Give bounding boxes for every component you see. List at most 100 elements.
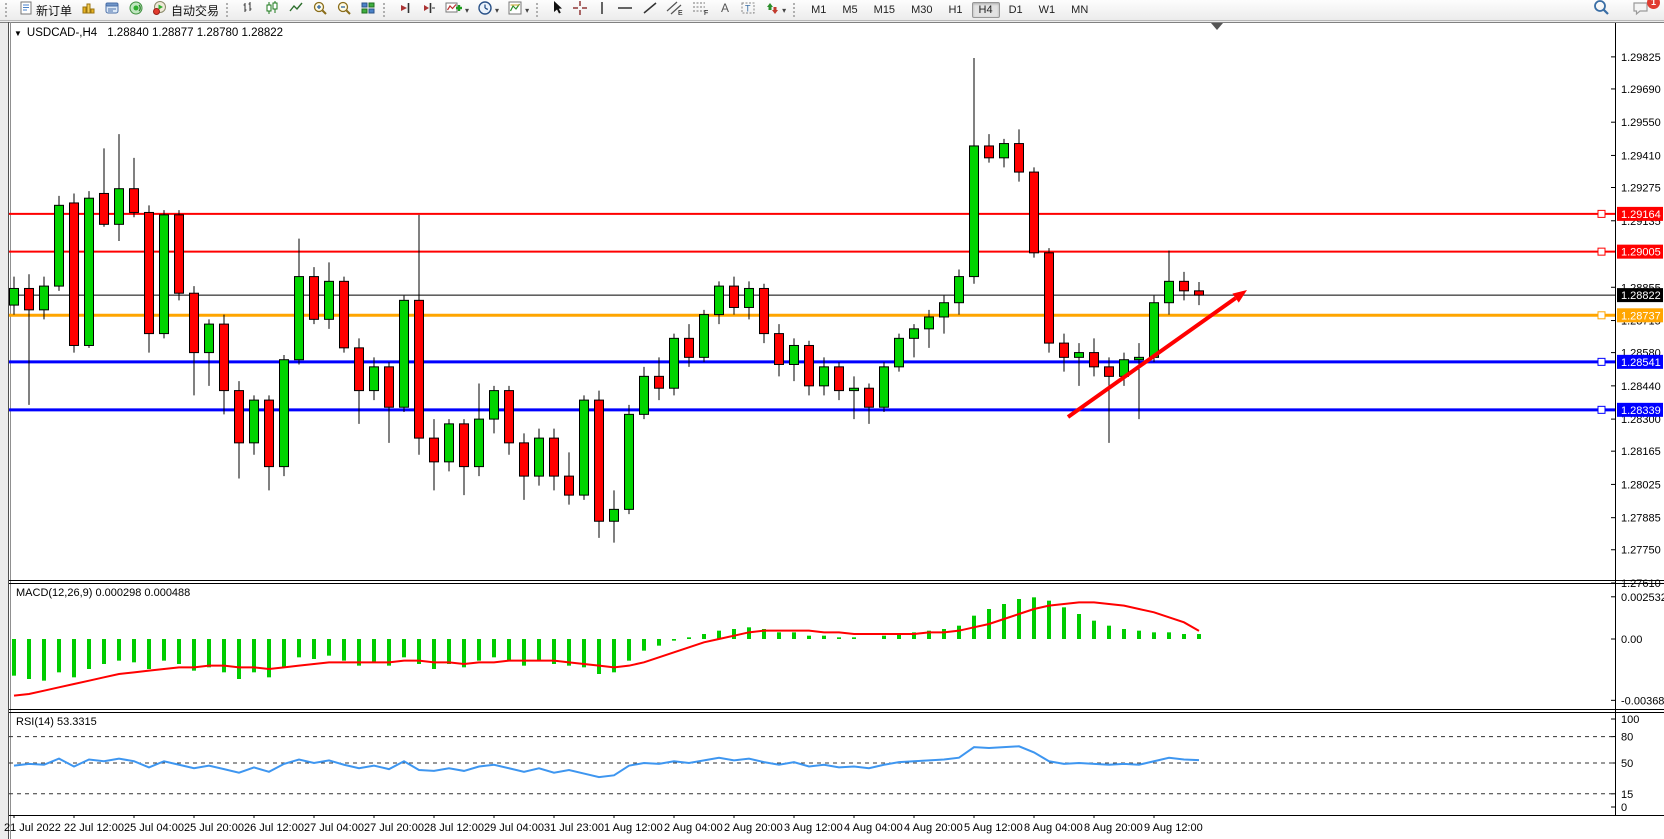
signals-button[interactable] — [124, 0, 148, 20]
rsi-indicator-label: RSI(14) 53.3315 — [16, 716, 97, 728]
line-chart-button[interactable] — [284, 0, 308, 20]
svg-text:8 Aug 20:00: 8 Aug 20:00 — [1084, 822, 1143, 834]
chart-title: ▼ USDCAD-,H4 1.28840 1.28877 1.28780 1.2… — [14, 27, 283, 39]
timeframe-button-m5[interactable]: M5 — [842, 4, 858, 16]
timeframe-button-mn[interactable]: MN — [1071, 4, 1089, 16]
equidistant-channel-button[interactable]: E — [662, 0, 688, 20]
svg-text:2 Aug 20:00: 2 Aug 20:00 — [724, 822, 783, 834]
svg-text:1.28541: 1.28541 — [1621, 357, 1661, 369]
toolbar-grip[interactable] — [383, 3, 390, 17]
text-button[interactable]: A — [714, 0, 736, 20]
svg-text:1.29275: 1.29275 — [1621, 183, 1661, 195]
new-order-icon — [19, 1, 33, 20]
metaeditor-button[interactable] — [100, 0, 124, 20]
auto-trading-label: 自动交易 — [171, 3, 220, 18]
svg-text:T: T — [745, 3, 751, 13]
timeframe-button-h4[interactable]: H4 — [971, 2, 1000, 18]
text-label-button[interactable]: T — [736, 0, 760, 20]
chart-shift-button[interactable] — [417, 0, 441, 20]
svg-text:50: 50 — [1621, 758, 1633, 770]
svg-text:25 Jul 20:00: 25 Jul 20:00 — [184, 822, 244, 834]
svg-text:0.00: 0.00 — [1621, 634, 1642, 646]
timeframe-button-h1[interactable]: H1 — [948, 4, 963, 16]
line-chart-icon — [288, 0, 304, 21]
svg-text:1.27610: 1.27610 — [1621, 578, 1661, 590]
svg-text:9 Aug 12:00: 9 Aug 12:00 — [1144, 822, 1203, 834]
vertical-line-button[interactable] — [592, 0, 612, 20]
horizontal-line-button[interactable] — [612, 0, 638, 20]
svg-text:1.29164: 1.29164 — [1621, 209, 1661, 221]
periods-button[interactable]: ▾ — [473, 0, 503, 20]
cursor-button[interactable] — [546, 0, 568, 20]
zoom-out-button[interactable] — [332, 0, 356, 20]
chart-title-dropdown-icon[interactable]: ▼ — [14, 28, 22, 38]
crosshair-button[interactable] — [568, 0, 592, 20]
right-toolbar: 1 — [1589, 0, 1660, 20]
timeframe-toolbar: M1 M5 M15 M30 H1 H4 D1 W1 MN — [803, 2, 1096, 18]
svg-text:1.28165: 1.28165 — [1621, 446, 1661, 458]
svg-text:25 Jul 04:00: 25 Jul 04:00 — [124, 822, 184, 834]
metaeditor-icon — [104, 0, 120, 21]
svg-text:0: 0 — [1621, 802, 1627, 814]
svg-text:1.29690: 1.29690 — [1621, 84, 1661, 96]
new-order-button[interactable]: 新订单 — [15, 0, 76, 20]
svg-text:8 Aug 04:00: 8 Aug 04:00 — [1024, 822, 1083, 834]
horizontal-price-lines[interactable] — [9, 209, 1615, 414]
svg-text:27 Jul 20:00: 27 Jul 20:00 — [364, 822, 424, 834]
rsi-line[interactable] — [13, 745, 1200, 779]
market-watch-icon — [80, 0, 96, 21]
arrows-button[interactable]: ▾ — [760, 0, 790, 20]
dropdown-arrow-icon: ▾ — [465, 5, 470, 15]
auto-trading-button[interactable]: 自动交易 — [148, 0, 223, 20]
fibonacci-icon: F — [692, 0, 710, 21]
notifications-button[interactable]: 1 — [1628, 0, 1660, 20]
new-order-label: 新订单 — [36, 3, 73, 18]
svg-text:-0.00368: -0.00368 — [1621, 695, 1664, 707]
zoom-in-button[interactable] — [308, 0, 332, 20]
chart-title-symbol: USDCAD-,H4 — [26, 27, 98, 39]
indicators-button[interactable]: ▾ — [441, 0, 473, 20]
timeframe-button-m30[interactable]: M30 — [911, 4, 933, 16]
macd-indicator-label: MACD(12,26,9) 0.000298 0.000488 — [16, 587, 191, 599]
signals-icon — [128, 0, 144, 21]
timeframe-button-d1[interactable]: D1 — [1008, 4, 1023, 16]
trend-arrow[interactable] — [1066, 290, 1247, 419]
svg-text:1.29825: 1.29825 — [1621, 52, 1661, 64]
svg-text:1.29410: 1.29410 — [1621, 150, 1661, 162]
indicators-icon — [445, 0, 463, 21]
fibonacci-button[interactable]: F — [688, 0, 714, 20]
toolbar-grip[interactable] — [536, 3, 543, 17]
toolbar-grip[interactable] — [226, 3, 233, 17]
svg-text:80: 80 — [1621, 732, 1633, 744]
svg-text:21 Jul 2022: 21 Jul 2022 — [4, 822, 61, 834]
svg-text:31 Jul 23:00: 31 Jul 23:00 — [544, 822, 604, 834]
equidistant-channel-icon: E — [666, 0, 684, 21]
svg-text:22 Jul 12:00: 22 Jul 12:00 — [64, 822, 124, 834]
templates-button[interactable]: ▾ — [503, 0, 533, 20]
timeframe-button-m15[interactable]: M15 — [873, 4, 896, 16]
svg-text:F: F — [704, 10, 708, 16]
svg-text:0.002532: 0.002532 — [1621, 592, 1664, 604]
tile-windows-button[interactable] — [356, 0, 380, 20]
macd-pane[interactable] — [12, 597, 1201, 697]
timeframe-button-w1[interactable]: W1 — [1038, 4, 1056, 16]
auto-scroll-button[interactable] — [393, 0, 417, 20]
trendline-button[interactable] — [638, 0, 662, 20]
search-button[interactable] — [1589, 0, 1614, 20]
toolbar-grip[interactable] — [793, 3, 800, 17]
bar-chart-icon — [240, 0, 256, 21]
cursor-icon — [550, 0, 564, 20]
toolbar-grip[interactable] — [5, 3, 12, 17]
svg-text:2 Aug 04:00: 2 Aug 04:00 — [664, 822, 723, 834]
timeframe-button-m1[interactable]: M1 — [811, 4, 827, 16]
templates-icon — [507, 0, 523, 21]
candlesticks — [9, 58, 1204, 543]
time-axis[interactable]: 21 Jul 2022 22 Jul 12:00 25 Jul 04:00 25 Ju… — [4, 815, 1203, 834]
svg-text:1 Aug 12:00: 1 Aug 12:00 — [604, 822, 663, 834]
chart-shift-marker[interactable] — [1211, 23, 1223, 30]
bar-chart-button[interactable] — [236, 0, 260, 20]
candlestick-chart-button[interactable] — [260, 0, 284, 20]
svg-text:E: E — [678, 10, 683, 16]
market-watch-button[interactable] — [76, 0, 100, 20]
